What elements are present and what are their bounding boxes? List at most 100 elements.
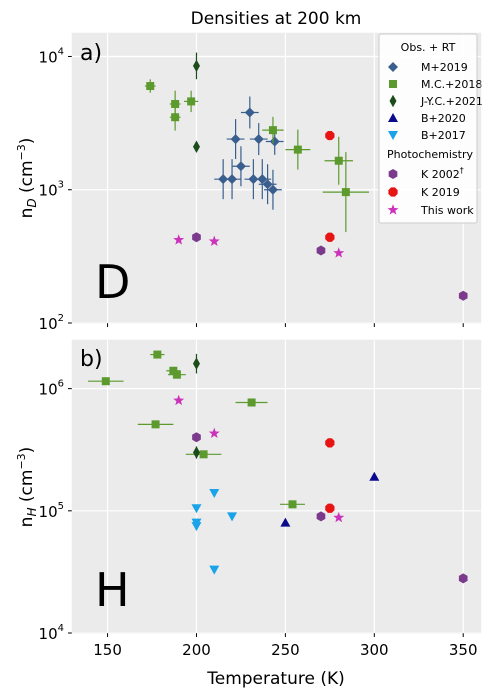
data-point-m-2019 (253, 134, 264, 145)
data-point-k-2002- (458, 290, 468, 301)
data-point-b-2020 (280, 517, 291, 527)
legend-marker-k-2019 (388, 187, 398, 197)
legend-title-photochem: Photochemistry (387, 148, 474, 161)
data-point-this-work (173, 394, 185, 406)
data-point-k-2002- (458, 573, 468, 584)
legend: Obs. + RT Photochemistry M+2019 M.C.+2018… (378, 33, 483, 224)
panel-a-ytick-label: 104 (39, 46, 64, 66)
data-point-m-2019 (269, 136, 280, 147)
panel-b-ytick-label: 105 (39, 501, 64, 521)
data-point-b-2017 (191, 522, 202, 532)
data-point-b-2017 (209, 565, 220, 575)
panel-b-species-label: H (95, 563, 130, 617)
data-point-m-2019 (248, 174, 259, 185)
panel-b-ytick-label: 106 (39, 379, 64, 399)
panel-a-ylabel-exp: −3 (15, 144, 28, 160)
figure-title: Densities at 200 km (191, 9, 362, 29)
legend-marker-m-c-2018 (389, 80, 397, 88)
data-point-m-c-2018 (151, 420, 160, 429)
data-point-m-c-2018 (334, 156, 343, 165)
data-point-m-2019 (235, 161, 246, 172)
data-point-m-c-2018 (247, 398, 256, 407)
legend-marker-m-2019 (388, 62, 398, 72)
panel-a-label: a) (80, 41, 102, 66)
data-point-m-c-2018 (187, 97, 196, 106)
legend-label-m-2019: M+2019 (421, 61, 468, 74)
data-point-m-c-2018 (171, 113, 180, 122)
data-point-m-2019 (227, 174, 238, 185)
legend-marker-b-2017 (388, 131, 398, 140)
panel-a-ytick-label: 103 (39, 180, 64, 200)
data-point-k-2002- (192, 232, 201, 243)
data-point-this-work (333, 511, 345, 523)
data-point-m-c-2018 (172, 370, 181, 379)
panel-a-ylabel: nD (cm−3) (15, 138, 39, 219)
panel-a-species-label: D (95, 255, 130, 309)
data-point-m-c-2018 (293, 145, 302, 154)
panel-b-ylabel-sub: H (25, 508, 39, 517)
panel-b-ylabel-exp: −3 (15, 453, 28, 469)
xtick-label: 200 (182, 641, 211, 659)
panel-a-ylabel-unit: (cm (17, 160, 37, 198)
data-point-b-2020 (369, 471, 380, 481)
panel-a-ytick-label: 102 (39, 313, 64, 333)
xtick-label: 300 (360, 641, 389, 659)
legend-label-j-y-c-2021: J-Y.C.+2021 (420, 95, 483, 108)
data-point-b-2017 (227, 512, 238, 522)
legend-label-this-work: This work (420, 204, 474, 217)
data-point-k-2002- (192, 432, 201, 443)
data-point-m-c-2018 (101, 377, 110, 386)
legend-title-obs: Obs. + RT (401, 41, 456, 54)
data-point-m-c-2018 (199, 450, 208, 459)
xtick-label: 250 (271, 641, 300, 659)
panel-b-frame (71, 339, 482, 634)
data-point-this-work (208, 427, 220, 439)
data-point-m-c-2018 (268, 126, 277, 135)
data-point-k-2019 (325, 503, 335, 513)
data-point-m-c-2018 (341, 188, 350, 197)
data-point-j-y-c-2021 (192, 446, 200, 459)
data-point-this-work (173, 234, 185, 245)
data-point-m-2019 (262, 179, 273, 190)
xtick-label: 150 (93, 641, 122, 659)
legend-marker-b-2020 (388, 113, 398, 122)
panel-b-plot-area (72, 340, 481, 633)
x-axis-label: Temperature (K) (206, 669, 345, 689)
data-point-b-2017 (191, 504, 202, 514)
data-point-this-work (208, 235, 220, 246)
panel-b-ylabel-unit: (cm (17, 470, 37, 508)
xtick-label: 350 (449, 641, 478, 659)
data-point-b-2017 (209, 488, 220, 498)
data-point-m-2019 (230, 134, 241, 145)
data-point-m-c-2018 (146, 82, 155, 91)
data-point-m-2019 (244, 107, 255, 118)
data-point-j-y-c-2021 (192, 357, 200, 370)
panel-b-ylabel-main: n (17, 517, 37, 528)
legend-marker-k-2002- (388, 169, 398, 179)
data-point-this-work (333, 247, 345, 258)
data-point-k-2002- (316, 511, 326, 522)
data-point-k-2019 (325, 438, 335, 448)
legend-box (378, 33, 478, 224)
panel-b-ytick-label: 104 (39, 623, 64, 643)
data-point-j-y-c-2021 (192, 59, 200, 73)
panel-b-label: b) (80, 347, 103, 372)
data-point-m-c-2018 (153, 350, 162, 359)
data-point-k-2002- (316, 245, 326, 256)
data-point-k-2019 (325, 130, 335, 141)
data-point-m-2019 (257, 174, 268, 185)
panel-a-ylabel-main: n (17, 208, 37, 219)
data-point-k-2019 (325, 232, 335, 242)
panel-a-ylabel-sub: D (25, 198, 39, 207)
data-point-j-y-c-2021 (192, 140, 200, 154)
legend-label-b-2017: B+2017 (421, 129, 466, 142)
panel-a-ylabel-close: ) (17, 138, 37, 145)
legend-label-m-c-2018: M.C.+2018 (421, 78, 482, 91)
data-point-m-2019 (267, 184, 278, 195)
panel-b-ylabel-close: ) (17, 447, 37, 454)
panel-a-frame (71, 32, 482, 324)
legend-label-b-2020: B+2020 (421, 112, 466, 125)
